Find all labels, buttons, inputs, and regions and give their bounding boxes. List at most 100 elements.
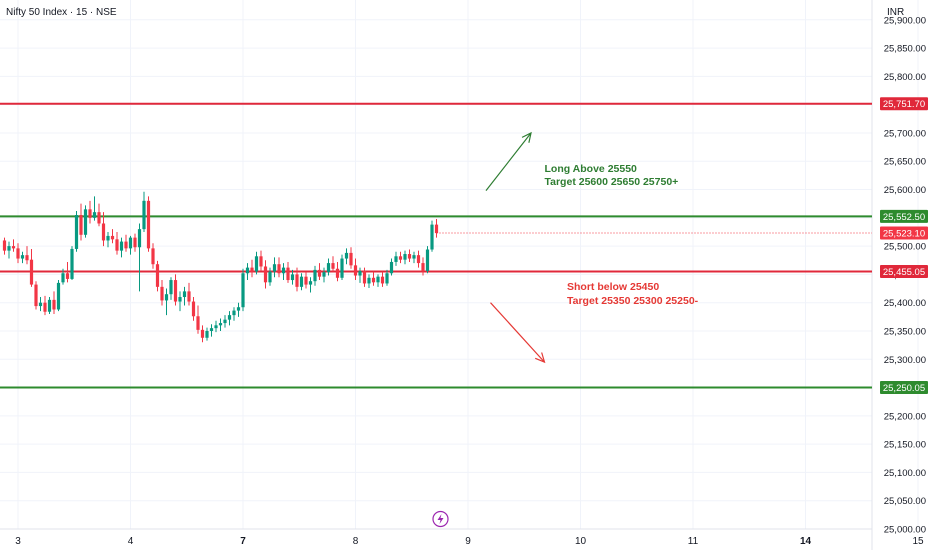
candle[interactable] bbox=[254, 256, 259, 272]
candle[interactable] bbox=[227, 315, 232, 320]
candle[interactable] bbox=[38, 302, 43, 307]
annotation-text[interactable]: Target 25600 25650 25750+ bbox=[545, 176, 679, 188]
candle[interactable] bbox=[272, 264, 277, 272]
candle[interactable] bbox=[286, 267, 290, 281]
candle[interactable] bbox=[245, 267, 250, 274]
candle[interactable] bbox=[281, 267, 286, 274]
candle[interactable] bbox=[209, 328, 214, 331]
currency-label[interactable]: INR bbox=[887, 7, 905, 18]
candle[interactable] bbox=[308, 281, 313, 285]
candle[interactable] bbox=[277, 264, 281, 274]
candle[interactable] bbox=[151, 248, 155, 265]
candle[interactable] bbox=[259, 256, 263, 267]
candle[interactable] bbox=[430, 224, 434, 250]
candle[interactable] bbox=[79, 214, 83, 235]
candle[interactable] bbox=[326, 263, 331, 273]
candle[interactable] bbox=[20, 255, 25, 259]
candle[interactable] bbox=[232, 310, 236, 316]
candle[interactable] bbox=[56, 282, 61, 310]
candle[interactable] bbox=[155, 264, 160, 287]
candle[interactable] bbox=[367, 277, 371, 284]
candle[interactable] bbox=[88, 209, 92, 218]
candle[interactable] bbox=[178, 297, 182, 302]
annotation-text[interactable]: Target 25350 25300 25250- bbox=[567, 295, 699, 307]
candle[interactable] bbox=[376, 276, 380, 283]
candle[interactable] bbox=[52, 299, 56, 310]
candle[interactable] bbox=[83, 209, 88, 235]
candle[interactable] bbox=[34, 284, 38, 307]
candle[interactable] bbox=[182, 291, 187, 298]
candle[interactable] bbox=[25, 255, 29, 261]
candle[interactable] bbox=[70, 248, 74, 279]
candle[interactable] bbox=[110, 235, 115, 240]
candle[interactable] bbox=[29, 259, 34, 285]
candle[interactable] bbox=[403, 254, 407, 260]
candle[interactable] bbox=[299, 276, 304, 287]
candle[interactable] bbox=[11, 246, 16, 249]
candle[interactable] bbox=[196, 316, 200, 330]
candle[interactable] bbox=[47, 299, 52, 312]
candle[interactable] bbox=[412, 255, 416, 259]
candle[interactable] bbox=[263, 266, 268, 283]
candle[interactable] bbox=[358, 271, 362, 276]
candle[interactable] bbox=[322, 272, 326, 277]
arrow-line[interactable] bbox=[490, 302, 545, 363]
candle[interactable] bbox=[385, 273, 389, 284]
candle[interactable] bbox=[295, 274, 299, 287]
candle[interactable] bbox=[304, 276, 308, 285]
candle[interactable] bbox=[398, 256, 403, 260]
candle[interactable] bbox=[335, 268, 340, 278]
candle[interactable] bbox=[142, 200, 146, 230]
candle[interactable] bbox=[187, 291, 191, 302]
candle[interactable] bbox=[313, 269, 317, 282]
candle[interactable] bbox=[340, 258, 344, 278]
candle[interactable] bbox=[421, 263, 425, 272]
candle[interactable] bbox=[61, 273, 65, 283]
candle[interactable] bbox=[218, 323, 223, 326]
candle[interactable] bbox=[205, 330, 209, 338]
candle[interactable] bbox=[2, 240, 7, 251]
candle[interactable] bbox=[331, 263, 335, 269]
candle[interactable] bbox=[236, 307, 241, 311]
candle[interactable] bbox=[349, 252, 353, 266]
candle[interactable] bbox=[223, 319, 227, 324]
candle[interactable] bbox=[317, 269, 322, 277]
candle[interactable] bbox=[389, 261, 394, 274]
candle[interactable] bbox=[164, 294, 169, 301]
candle[interactable] bbox=[115, 239, 119, 251]
candle[interactable] bbox=[407, 254, 412, 259]
candle[interactable] bbox=[146, 200, 151, 249]
annotation-text[interactable]: Short below 25450 bbox=[567, 281, 659, 293]
candle[interactable] bbox=[137, 229, 142, 248]
candle[interactable] bbox=[173, 280, 178, 302]
candle[interactable] bbox=[92, 212, 97, 218]
candle[interactable] bbox=[128, 237, 133, 249]
candle[interactable] bbox=[97, 212, 101, 224]
candle[interactable] bbox=[124, 241, 128, 249]
candle[interactable] bbox=[101, 223, 106, 241]
candle[interactable] bbox=[434, 224, 439, 234]
candle[interactable] bbox=[200, 329, 205, 338]
candle[interactable] bbox=[425, 249, 430, 272]
candle[interactable] bbox=[106, 235, 110, 241]
candle[interactable] bbox=[119, 241, 124, 251]
arrow-line[interactable] bbox=[485, 132, 532, 192]
candle[interactable] bbox=[16, 248, 20, 259]
candle[interactable] bbox=[191, 301, 196, 317]
candle[interactable] bbox=[344, 252, 349, 259]
candle[interactable] bbox=[290, 274, 295, 281]
candle[interactable] bbox=[268, 271, 272, 283]
annotation-text[interactable]: Long Above 25550 bbox=[545, 163, 638, 175]
candle[interactable] bbox=[380, 276, 385, 284]
candle[interactable] bbox=[43, 302, 47, 312]
candle[interactable] bbox=[353, 265, 358, 276]
candle[interactable] bbox=[362, 271, 367, 284]
candle[interactable] bbox=[371, 277, 376, 283]
candle[interactable] bbox=[241, 273, 245, 308]
candle[interactable] bbox=[160, 286, 164, 301]
candle[interactable] bbox=[250, 267, 254, 272]
candle[interactable] bbox=[133, 237, 137, 248]
candle[interactable] bbox=[394, 256, 398, 262]
